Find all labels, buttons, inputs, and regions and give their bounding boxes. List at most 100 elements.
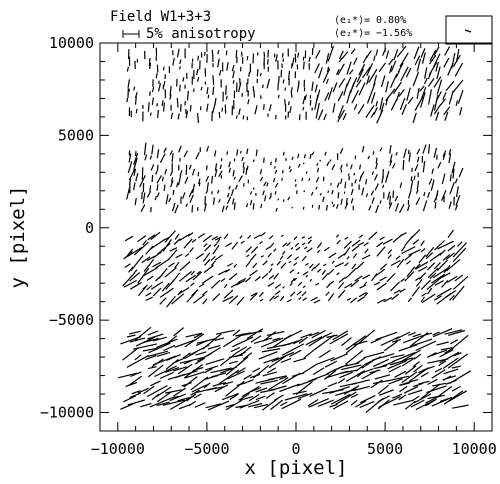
whisker-stick	[165, 389, 182, 394]
whisker-stick	[382, 184, 385, 189]
whisker-stick	[398, 344, 418, 352]
whisker-stick	[420, 371, 429, 378]
whisker-stick	[452, 54, 461, 67]
whisker-stick	[230, 281, 241, 288]
whisker-stick	[205, 365, 219, 371]
whisker-stick	[151, 144, 154, 155]
whisker-stick	[202, 234, 212, 243]
whisker-stick	[226, 151, 229, 155]
whisker-stick	[387, 360, 408, 370]
whisker-stick	[447, 229, 454, 239]
whisker-stick	[247, 234, 252, 240]
whisker-stick	[427, 262, 436, 271]
whisker-stick	[295, 183, 297, 187]
whisker-stick	[366, 75, 370, 85]
whisker-stick	[137, 235, 147, 243]
whisker-stick	[370, 337, 382, 344]
whisker-stick	[248, 71, 251, 77]
whisker-stick	[289, 291, 296, 297]
whisker-stick	[446, 258, 461, 272]
whisker-stick	[159, 287, 174, 298]
whisker-stick	[330, 353, 348, 362]
whisker-stick	[340, 178, 343, 184]
whisker-stick	[377, 298, 386, 304]
whisker-stick	[425, 252, 434, 260]
whisker-stick	[242, 115, 245, 120]
whisker-stick	[126, 66, 129, 72]
whisker-stick	[317, 399, 334, 407]
whisker-stick	[451, 161, 456, 174]
whisker-stick	[421, 52, 426, 64]
whisker-stick	[388, 202, 393, 210]
whisker-stick	[234, 346, 248, 355]
whisker-stick	[171, 293, 185, 305]
whisker-stick	[235, 115, 238, 119]
y-axis-title: y [pixel]	[7, 186, 29, 289]
whisker-stick	[454, 178, 458, 184]
whisker-stick	[200, 86, 203, 91]
whisker-stick	[373, 55, 376, 62]
whisker-stick	[282, 170, 284, 174]
whisker-stick	[134, 96, 137, 105]
whisker-stick	[393, 399, 414, 406]
whisker-stick	[321, 269, 326, 275]
whisker-stick	[185, 203, 189, 207]
whisker-stick	[212, 103, 216, 114]
whisker-stick	[307, 236, 313, 240]
whisker-stick	[404, 365, 417, 375]
whisker-stick	[410, 399, 425, 408]
whisker-stick	[255, 149, 258, 156]
whisker-stick	[380, 75, 386, 87]
whisker-stick	[447, 390, 468, 403]
whisker-stick	[374, 183, 379, 191]
whisker-stick	[367, 155, 371, 160]
whisker-stick	[165, 358, 179, 370]
whisker-stick	[148, 342, 171, 354]
whisker-stick	[131, 390, 141, 395]
whisker-stick	[249, 253, 257, 261]
whisker-stick	[250, 292, 258, 297]
whisker-stick	[253, 403, 269, 409]
whisker-stick	[120, 336, 142, 345]
whisker-stick	[279, 255, 284, 260]
whisker-stick	[336, 239, 341, 245]
whisker-stick	[443, 368, 459, 375]
whisker-stick	[316, 242, 323, 249]
whisker-stick	[142, 240, 147, 246]
whisker-stick	[183, 238, 193, 249]
whisker-stick	[159, 297, 167, 305]
whisker-stick	[381, 175, 384, 184]
whisker-stick	[372, 379, 390, 385]
whisker-stick	[309, 278, 313, 282]
whisker-stick	[212, 381, 227, 387]
whisker-stick	[261, 273, 269, 280]
whisker-stick	[327, 268, 335, 276]
whisker-stick	[228, 185, 231, 190]
whisker-stick	[455, 186, 459, 198]
whisker-stick	[263, 357, 280, 364]
whisker-stick	[190, 282, 195, 287]
whisker-stick	[363, 242, 369, 247]
whisker-stick	[448, 97, 452, 105]
whisker-stick	[133, 182, 136, 191]
whisker-stick	[216, 238, 221, 244]
whisker-stick	[290, 91, 293, 98]
whisker-stick	[439, 249, 446, 256]
whisker-stick	[442, 254, 451, 262]
whisker-stick	[371, 197, 375, 204]
whisker-stick	[302, 106, 305, 111]
whisker-stick	[242, 167, 245, 174]
whisker-stick	[197, 76, 200, 82]
whisker-stick	[164, 230, 176, 243]
whisker-stick	[351, 263, 357, 270]
whisker-stick	[339, 164, 343, 170]
whisker-stick	[411, 395, 420, 402]
whisker-stick	[378, 389, 394, 396]
whisker-stick	[315, 282, 320, 286]
whisker-stick	[415, 279, 423, 287]
whisker-stick	[279, 383, 300, 393]
whisker-stick	[179, 170, 183, 177]
whisker-stick	[428, 178, 433, 185]
whisker-stick	[259, 168, 263, 175]
whisker-stick	[172, 189, 175, 196]
